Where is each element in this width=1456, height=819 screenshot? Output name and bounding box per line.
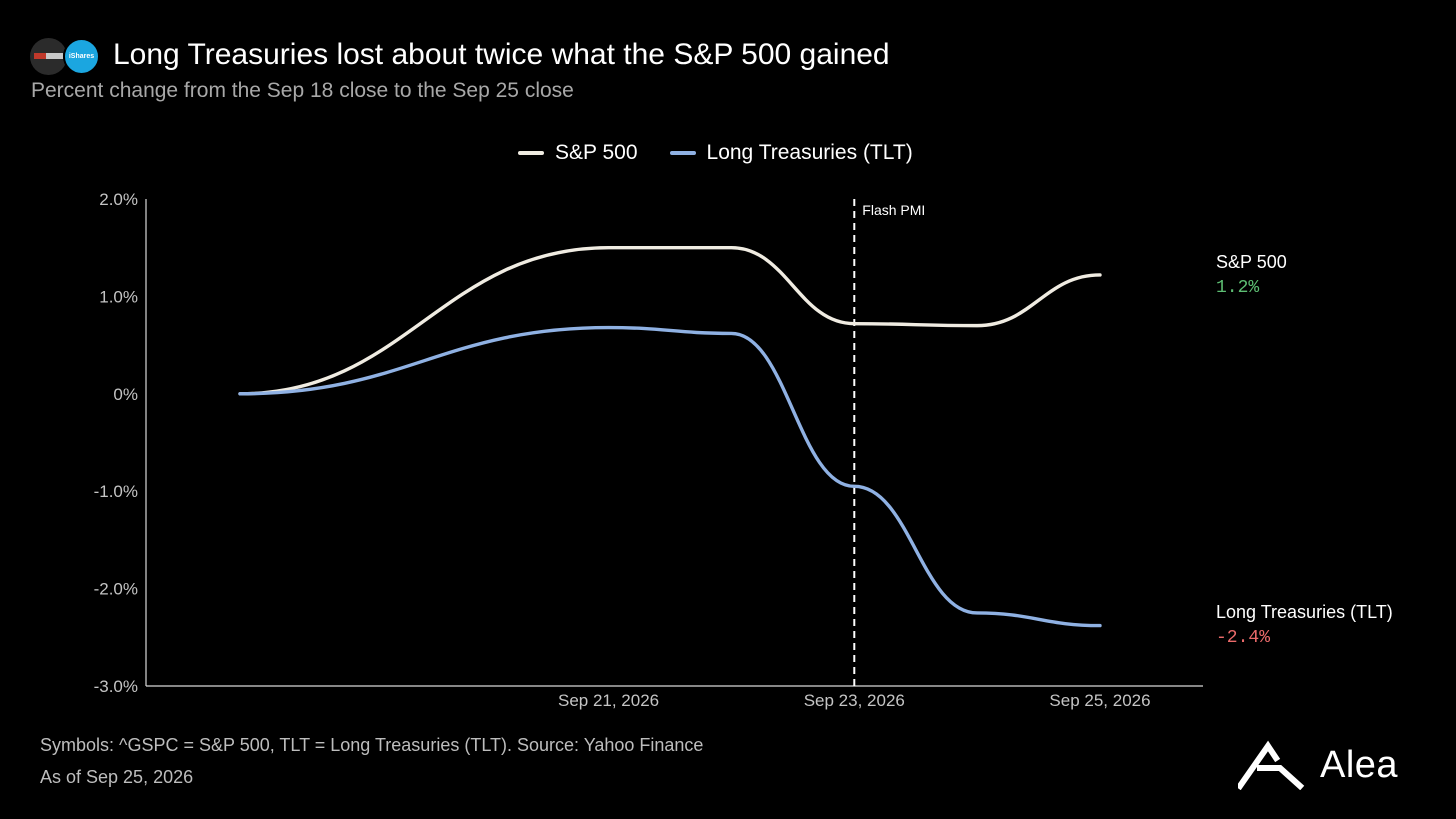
source-note: Symbols: ^GSPC = S&P 500, TLT = Long Tre… — [40, 735, 704, 755]
series-line-tlt — [238, 325, 1102, 628]
end-label-name: Long Treasuries (TLT) — [1216, 602, 1393, 622]
ishares-logo-icon: iShares — [63, 38, 100, 75]
as-of-date: As of Sep 25, 2026 — [40, 767, 194, 787]
y-tick-label: -1.0% — [94, 482, 138, 501]
x-tick-label: Sep 21, 2026 — [558, 691, 659, 710]
brand-name: Alea — [1320, 743, 1399, 786]
y-tick-label: 1.0% — [99, 287, 138, 306]
chart-axes — [145, 199, 1203, 687]
legend-label-tlt: Long Treasuries (TLT) — [706, 141, 913, 164]
y-axis-ticks: 2.0% 1.0% 0% -1.0% -2.0% -3.0% — [94, 190, 138, 696]
chart-subtitle: Percent change from the Sep 18 close to … — [31, 79, 574, 102]
x-axis-ticks: Sep 21, 2026 Sep 23, 2026 Sep 25, 2026 — [558, 691, 1151, 710]
alea-logo-icon — [1238, 740, 1305, 790]
annotation-label: Flash PMI — [862, 202, 925, 218]
y-tick-label: -3.0% — [94, 677, 138, 696]
end-label-value: 1.2% — [1216, 278, 1259, 298]
series-line-sp500 — [238, 245, 1102, 396]
legend: S&P 500 Long Treasuries (TLT) — [518, 140, 945, 166]
legend-swatch-tlt — [669, 151, 696, 155]
chart-title: Long Treasuries lost about twice what th… — [113, 38, 890, 71]
chart-annotations: Flash PMI — [853, 199, 925, 686]
legend-swatch-sp500 — [518, 151, 544, 155]
y-tick-label: 0% — [113, 385, 138, 404]
x-tick-label: Sep 23, 2026 — [804, 691, 905, 710]
series-lines — [238, 245, 1102, 628]
series-end-labels: S&P 500 1.2% Long Treasuries (TLT) -2.4% — [1216, 252, 1393, 648]
x-tick-label: Sep 25, 2026 — [1049, 691, 1150, 710]
legend-item-sp500: S&P 500 — [518, 141, 638, 165]
legend-item-tlt: Long Treasuries (TLT) — [669, 141, 913, 165]
y-tick-label: -2.0% — [94, 580, 138, 599]
ishares-logo-text: iShares — [68, 53, 95, 60]
sp500-logo-icon — [30, 38, 67, 75]
legend-label-sp500: S&P 500 — [555, 141, 638, 164]
end-label-value: -2.4% — [1216, 628, 1270, 648]
end-label-name: S&P 500 — [1216, 252, 1287, 272]
logos: iShares — [30, 38, 108, 76]
brand-logo: Alea — [1238, 740, 1398, 790]
y-tick-label: 2.0% — [99, 190, 138, 209]
